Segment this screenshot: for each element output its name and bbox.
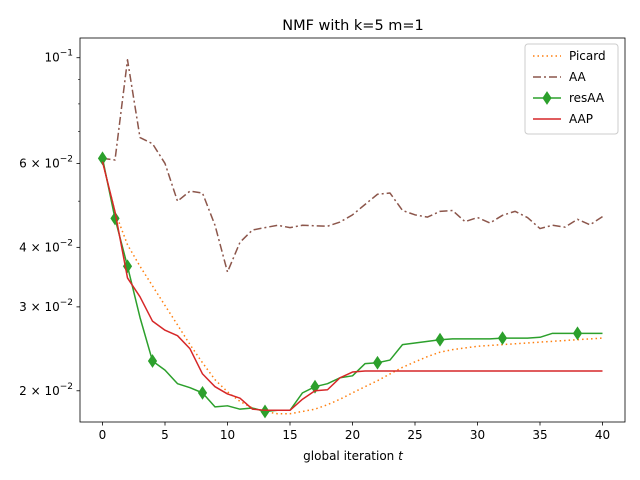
x-tick-label: 40 — [595, 428, 610, 442]
series-line-aa — [102, 59, 603, 273]
x-tick-label: 0 — [99, 428, 107, 442]
legend-box — [524, 43, 619, 135]
data-point-resaa — [497, 331, 508, 345]
x-tick-label: 5 — [161, 428, 169, 442]
legend-label-aa: AA — [569, 70, 587, 84]
legend: Picard AA resAA AAP — [524, 43, 619, 135]
chart-title: NMF with k=5 m=1 — [282, 18, 424, 34]
x-tick-label: 25 — [407, 428, 422, 442]
data-point-resaa — [310, 379, 320, 394]
data-point-resaa — [372, 355, 383, 370]
y-tick-label: 10−1 — [44, 49, 73, 65]
x-tick-label: 20 — [345, 428, 360, 442]
plot-area — [97, 59, 603, 419]
data-point-resaa — [197, 385, 208, 400]
x-tick-label: 35 — [532, 428, 547, 442]
x-tick-label: 15 — [282, 428, 297, 442]
legend-label-resaa: resAA — [569, 91, 605, 105]
y-tick-label: 2 × 10−2 — [19, 382, 73, 398]
x-tick-label: 10 — [220, 428, 235, 442]
x-axis-title: global iteration t — [303, 449, 404, 463]
y-tick-label: 6 × 10−2 — [19, 154, 73, 170]
legend-marker-resaa — [542, 91, 552, 105]
x-tick-label: 30 — [470, 428, 485, 442]
data-point-resaa — [572, 326, 583, 341]
axes: 0 5 10 15 20 25 30 35 40 2 × 10−2 3 × 10−2 4 × 10−2… — [19, 37, 626, 442]
legend-label-aap: AAP — [569, 112, 593, 126]
series-line-resaa — [101, 158, 603, 413]
y-tick-label: 4 × 10−2 — [19, 238, 73, 254]
data-point-resaa — [435, 332, 445, 347]
series-line-aap — [101, 161, 603, 412]
legend-label-picard: Picard — [569, 49, 606, 63]
data-point-resaa — [147, 354, 158, 368]
y-tick-label: 3 × 10−2 — [19, 298, 73, 314]
